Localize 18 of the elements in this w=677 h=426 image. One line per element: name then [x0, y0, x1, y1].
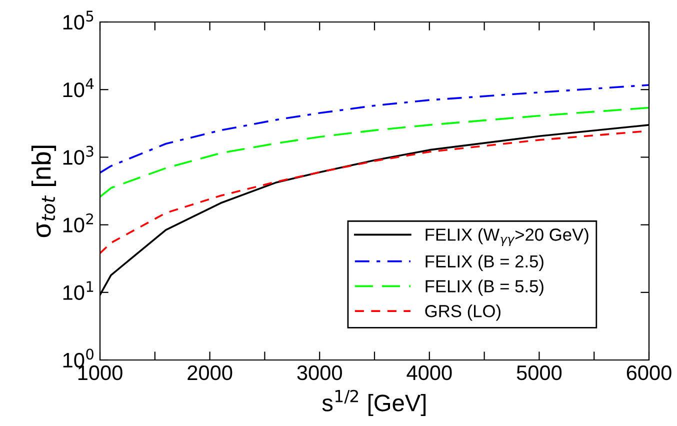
x-axis-title: s$^{1/2}$ [GeV]	[322, 390, 426, 416]
legend-label: GRS (LO)	[425, 304, 500, 321]
y-tick-label: 10$^{5}$	[63, 10, 94, 30]
y-tick-label: 10$^{1}$	[63, 281, 94, 300]
y-tick-label: 10$^{2}$	[63, 213, 93, 232]
x-tick-label: 3000	[297, 365, 342, 380]
legend-label: FELIX (B = 5.5)	[426, 280, 544, 296]
legend-label: FELIX (W$_{γγ}$>20 GeV)	[426, 228, 588, 246]
y-axis-title: σ$_{tot}$ [nb]	[31, 146, 56, 238]
x-tick-label: 4000	[406, 365, 452, 380]
line-series	[100, 106, 649, 198]
legend-label: FELIX (B = 2.5)	[426, 254, 544, 271]
x-tick-label: 6000	[626, 365, 672, 380]
line-series	[100, 84, 649, 174]
x-tick-label: 5000	[516, 365, 562, 380]
x-tick-label: 2000	[188, 365, 232, 380]
y-tick-label: 10$^{4}$	[63, 78, 94, 98]
y-tick-label: 10$^{3}$	[63, 146, 94, 165]
